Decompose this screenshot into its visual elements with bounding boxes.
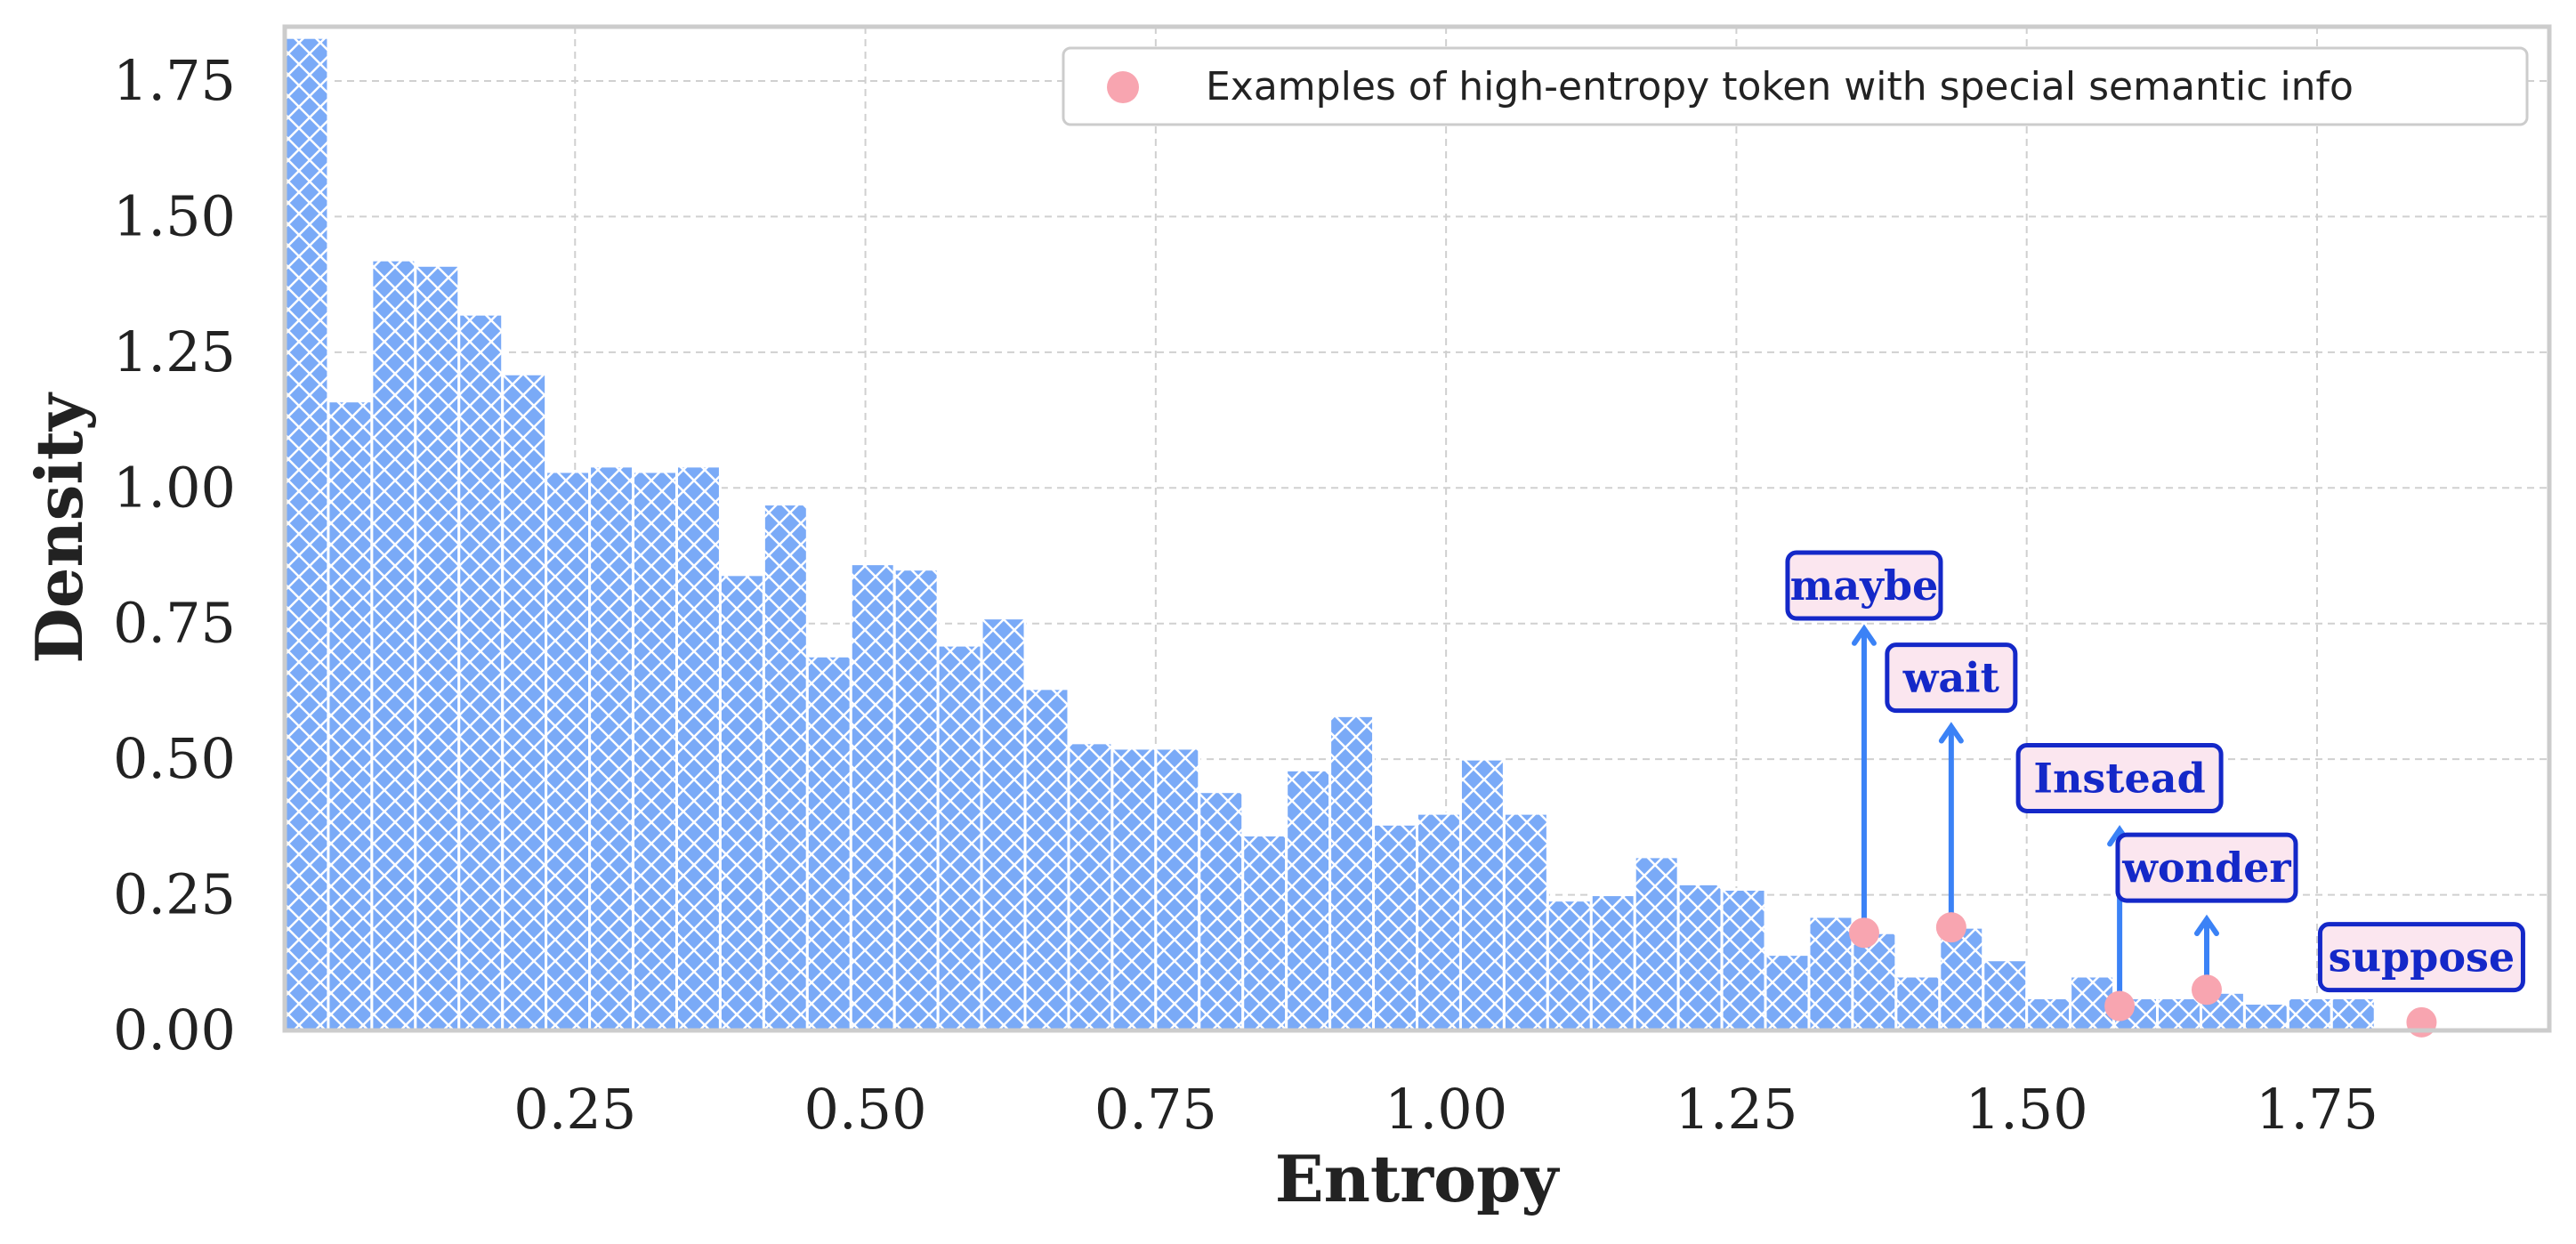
histogram-bar bbox=[1285, 768, 1332, 1032]
annotation-point bbox=[2191, 974, 2222, 1006]
histogram-bar bbox=[1023, 687, 1070, 1032]
annotation-arrowhead bbox=[2193, 914, 2219, 937]
annotation-suppose: suppose bbox=[2317, 922, 2525, 1038]
y-tick-label: 1.75 bbox=[113, 48, 236, 113]
legend: Examples of high-entropy token with spec… bbox=[1062, 46, 2529, 126]
histogram-bar bbox=[1110, 747, 1158, 1032]
histogram-bar bbox=[849, 562, 896, 1032]
y-axis-ticks: 0.00 0.25 0.50 0.75 1.00 1.25 1.50 1.75 bbox=[113, 48, 236, 1062]
y-tick-label: 0.50 bbox=[113, 726, 236, 791]
histogram-bar bbox=[1807, 915, 1854, 1032]
histogram-bar bbox=[2025, 996, 2072, 1032]
histogram-bar bbox=[1154, 747, 1201, 1032]
annotation-point bbox=[1848, 917, 1879, 949]
histogram-bar bbox=[1938, 925, 1985, 1032]
histogram-bar bbox=[545, 470, 592, 1032]
annotation-arrowhead bbox=[1851, 624, 1877, 646]
histogram-bars bbox=[283, 36, 2377, 1032]
plot-frame bbox=[282, 24, 2552, 1033]
histogram-bar bbox=[1328, 714, 1376, 1032]
histogram-bar bbox=[2156, 996, 2202, 1032]
annotation-point bbox=[2406, 1006, 2437, 1038]
annotation-box bbox=[2317, 922, 2525, 993]
x-tick-label: 0.50 bbox=[804, 1077, 927, 1142]
histogram-bar bbox=[1416, 812, 1462, 1032]
histogram-bar bbox=[1067, 741, 1114, 1032]
annotation-label: Instead bbox=[2033, 754, 2205, 802]
histogram-bar bbox=[283, 36, 330, 1032]
histogram-bar bbox=[762, 503, 809, 1032]
legend-box bbox=[1062, 46, 2529, 126]
y-tick-label: 0.25 bbox=[113, 862, 236, 927]
histogram-bar bbox=[1720, 887, 1767, 1032]
x-axis-title: Entropy bbox=[1275, 1141, 1561, 1216]
histogram-bar bbox=[1851, 931, 1898, 1032]
annotation-box bbox=[1885, 642, 2018, 714]
annotation-arrowhead bbox=[1938, 722, 1964, 744]
legend-marker bbox=[1107, 71, 1139, 103]
histogram-bar bbox=[501, 372, 548, 1032]
annotation-point bbox=[1935, 912, 1966, 943]
annotations: maybe wait Instead wonder suppose bbox=[1785, 550, 2525, 1038]
histogram-bar bbox=[588, 464, 635, 1032]
x-tick-label: 1.75 bbox=[2256, 1077, 2378, 1142]
histogram-bar bbox=[414, 263, 461, 1032]
histogram-bar bbox=[1546, 899, 1593, 1032]
histogram-bar bbox=[674, 464, 722, 1032]
histogram-bar bbox=[1676, 882, 1724, 1032]
histogram-bar bbox=[1198, 790, 1245, 1032]
y-axis-title: Density bbox=[21, 392, 97, 664]
histogram-bar bbox=[457, 312, 505, 1032]
x-tick-label: 1.00 bbox=[1385, 1077, 1507, 1142]
y-tick-label: 1.00 bbox=[113, 455, 236, 520]
y-tick-label: 1.50 bbox=[113, 183, 236, 248]
annotation-box bbox=[2115, 832, 2298, 903]
annotation-label: wait bbox=[1902, 654, 2000, 702]
x-axis-ticks: 0.25 0.50 0.75 1.00 1.25 1.50 1.75 bbox=[513, 1077, 2378, 1142]
histogram-bar bbox=[936, 643, 983, 1032]
y-tick-label: 0.75 bbox=[113, 591, 236, 656]
histogram-bar bbox=[1589, 893, 1636, 1032]
histogram-bar bbox=[2286, 996, 2333, 1032]
histogram-bar bbox=[2330, 996, 2377, 1032]
y-tick-label: 0.00 bbox=[113, 998, 236, 1062]
x-tick-label: 1.25 bbox=[1675, 1077, 1797, 1142]
annotation-point bbox=[2104, 990, 2136, 1022]
legend-label: Examples of high-entropy token with spec… bbox=[1206, 64, 2354, 109]
histogram-bar bbox=[892, 568, 940, 1032]
histogram-bar bbox=[327, 400, 374, 1032]
annotation-label: maybe bbox=[1790, 561, 1939, 610]
histogram-bar bbox=[632, 470, 678, 1032]
histogram-bar bbox=[718, 573, 765, 1032]
histogram-bar bbox=[1982, 958, 2029, 1032]
histogram-bar bbox=[1241, 833, 1288, 1032]
annotation-maybe: maybe bbox=[1785, 550, 1943, 949]
histogram-bar bbox=[1372, 822, 1419, 1032]
y-tick-label: 1.25 bbox=[113, 319, 236, 384]
annotation-box bbox=[2015, 742, 2224, 813]
x-tick-label: 0.25 bbox=[513, 1077, 636, 1142]
histogram-bar bbox=[1894, 974, 1942, 1032]
histogram-bar bbox=[805, 654, 852, 1032]
annotation-label: suppose bbox=[2329, 933, 2515, 981]
histogram-bar bbox=[1633, 855, 1680, 1032]
x-tick-label: 0.75 bbox=[1094, 1077, 1217, 1142]
histogram-bar bbox=[1458, 757, 1506, 1032]
annotation-wonder: wonder bbox=[2115, 832, 2298, 1006]
histogram-bar bbox=[980, 617, 1027, 1032]
histogram-bar bbox=[1764, 953, 1811, 1032]
x-tick-label: 1.50 bbox=[1966, 1077, 2088, 1142]
histogram-bar bbox=[1502, 812, 1549, 1032]
histogram-bar bbox=[2242, 1002, 2289, 1032]
annotation-label: wonder bbox=[2121, 844, 2291, 892]
annotation-wait: wait bbox=[1885, 642, 2018, 943]
histogram-bar bbox=[370, 258, 417, 1032]
annotation-box bbox=[1785, 550, 1943, 621]
annotation-instead: Instead bbox=[2015, 742, 2224, 1022]
